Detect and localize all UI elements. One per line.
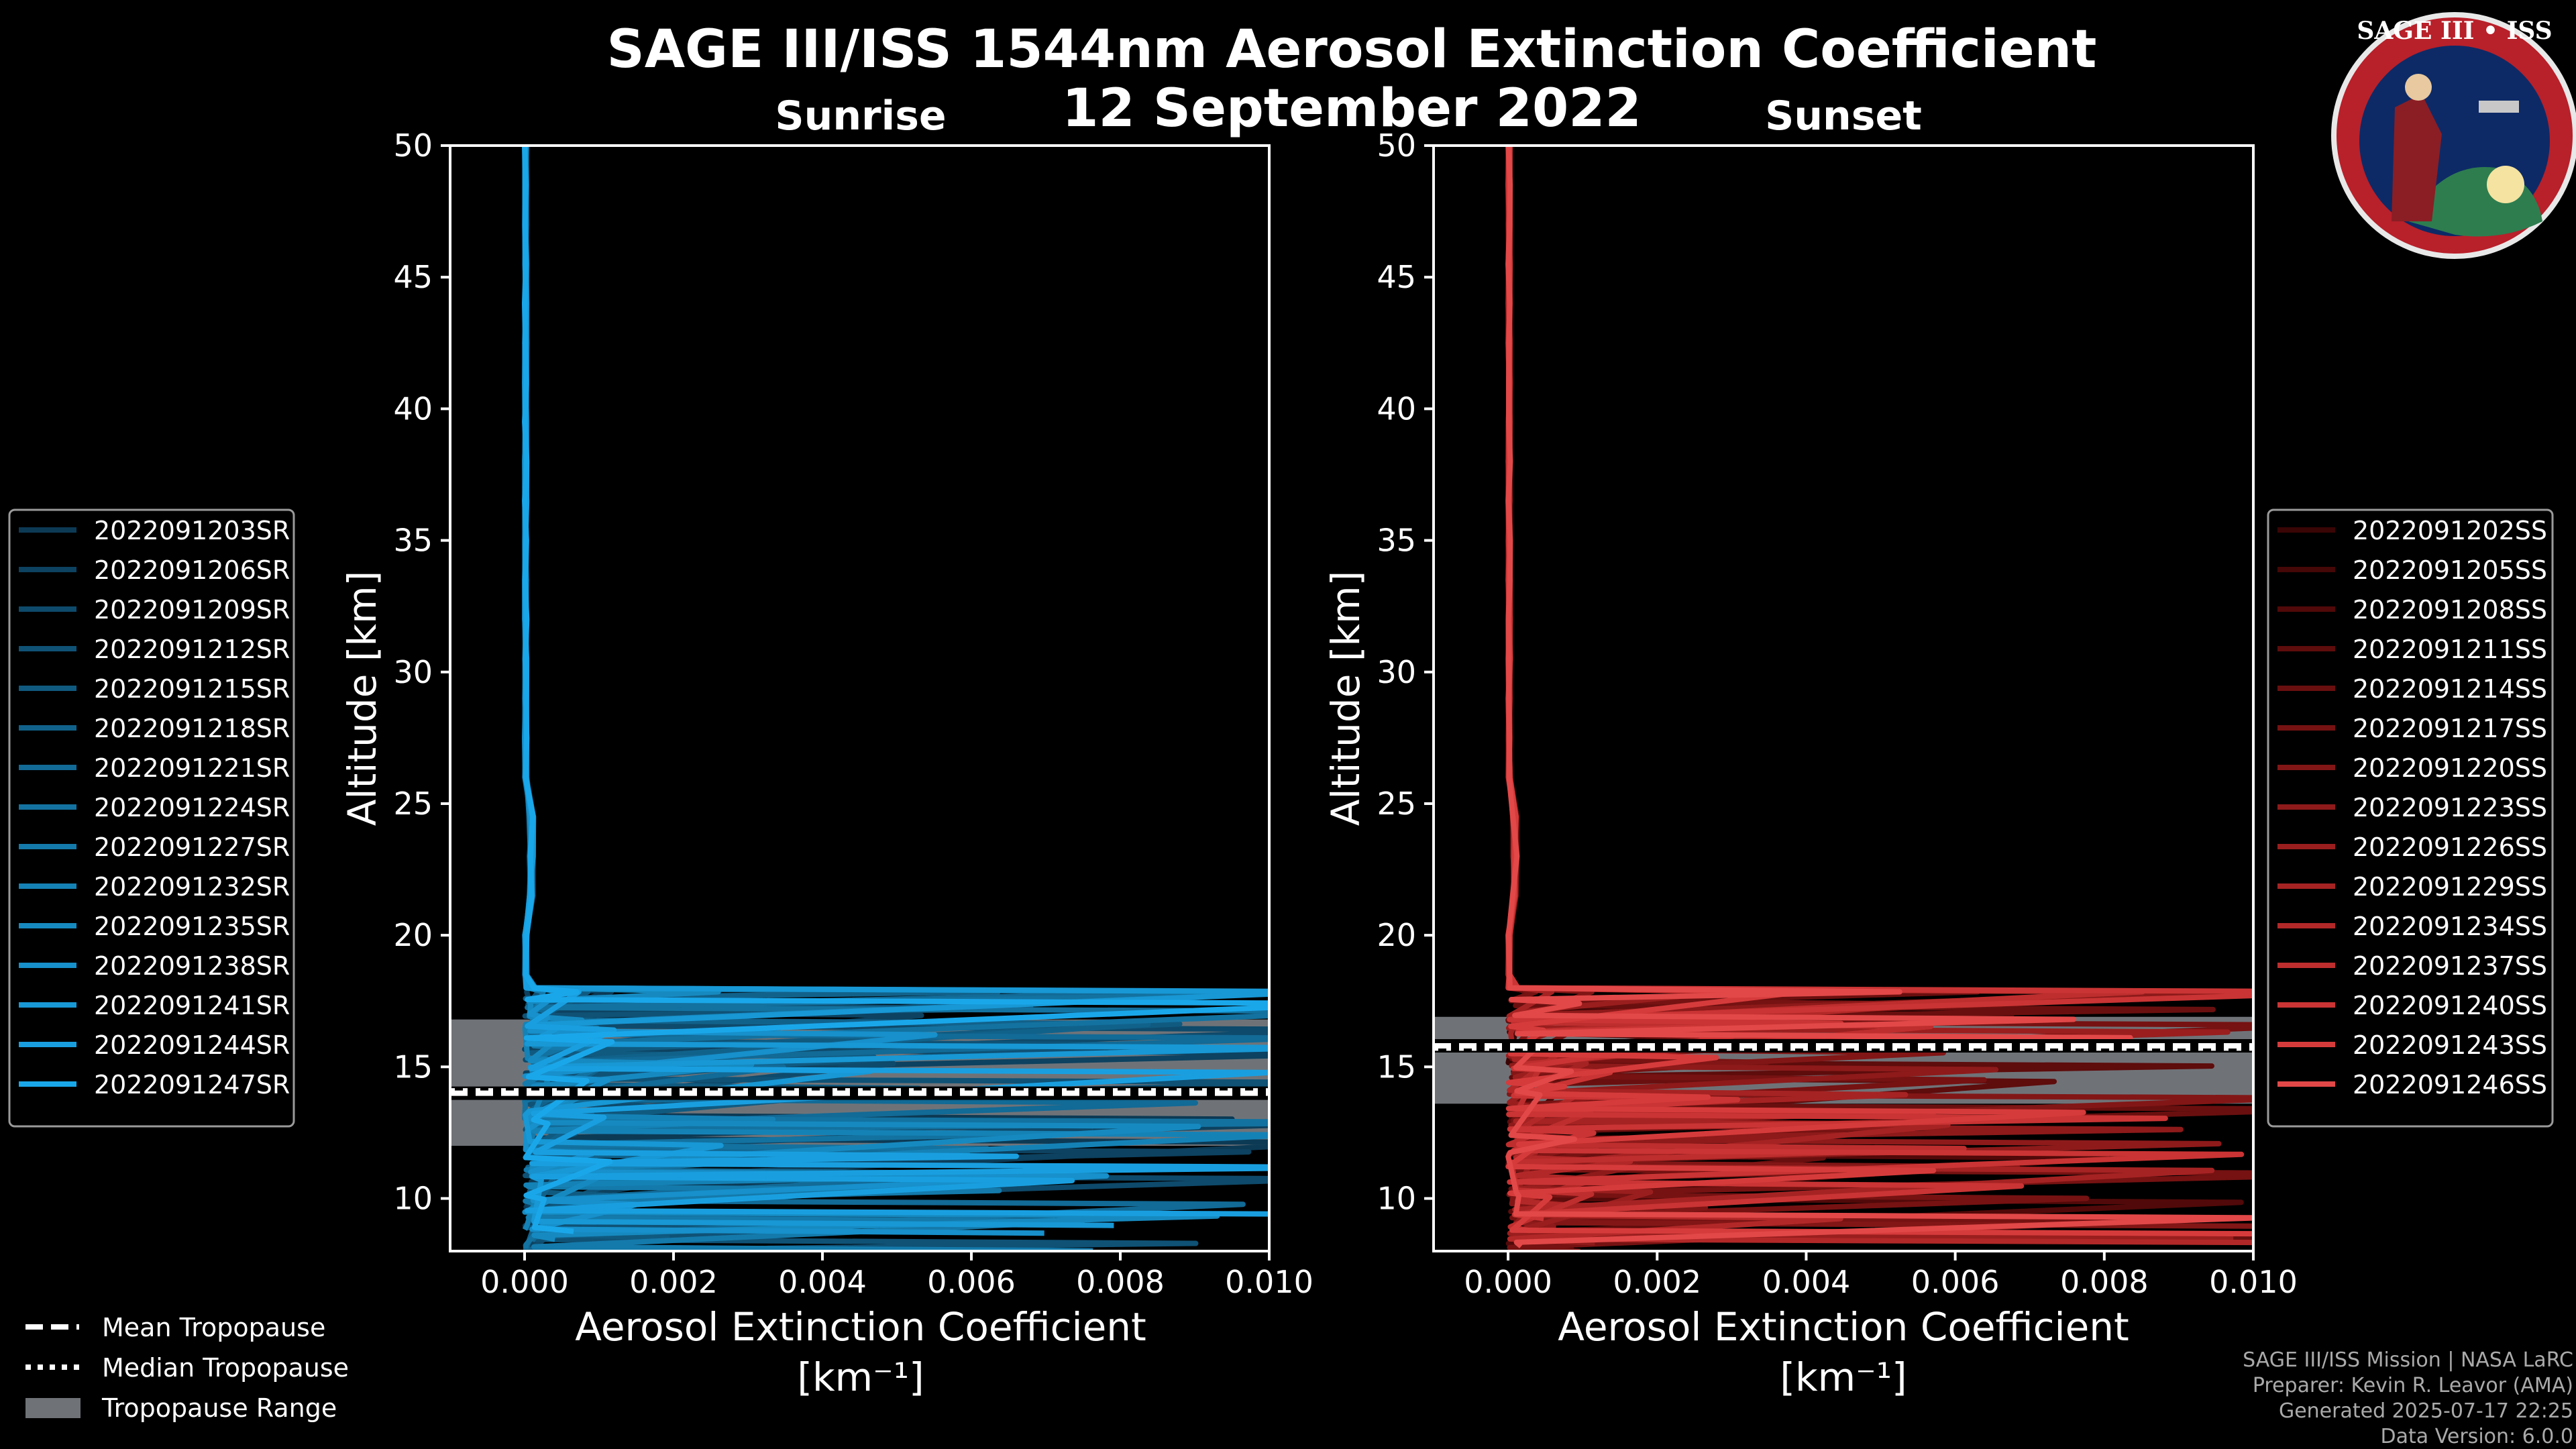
sunset-xtick-label-0: 0.000 (1464, 1264, 1552, 1300)
sunset-ytick-label-35: 35 (1377, 523, 1416, 559)
sunrise-legend-label-2022091215SR: 2022091215SR (94, 674, 290, 704)
sunset-legend-label-2022091217SS: 2022091217SS (2353, 714, 2547, 743)
sunset-axes-frame (1432, 144, 2255, 1252)
sunset-legend-label-2022091223SS: 2022091223SS (2353, 793, 2547, 822)
sunrise-xtick-label-0: 0.000 (480, 1264, 569, 1300)
sunset-ytick-label-30: 30 (1377, 654, 1416, 690)
iss-station-icon (2479, 101, 2519, 113)
sunrise-ytick-label-30: 30 (393, 654, 433, 690)
sunrise-legend-label-2022091235SR: 2022091235SR (94, 912, 290, 941)
sunset-legend-label-2022091208SS: 2022091208SS (2353, 595, 2547, 625)
sunset-ytick-label-40: 40 (1377, 390, 1416, 427)
sunrise-legend-label-2022091212SR: 2022091212SR (94, 635, 290, 664)
credit-line-2: Preparer: Kevin R. Leavor (AMA) (2253, 1374, 2573, 1397)
tropopause-legend: Mean Tropopause Median Tropopause Tropop… (25, 1313, 349, 1423)
sunset-legend-label-2022091240SS: 2022091240SS (2353, 991, 2547, 1020)
sunset-legend-label-2022091226SS: 2022091226SS (2353, 833, 2547, 862)
sunrise-legend: 2022091203SR 2022091206SR 2022091209SR 2022… (8, 508, 295, 1128)
sunrise-ytick-label-35: 35 (393, 523, 433, 559)
sunset-legend-label-2022091246SS: 2022091246SS (2353, 1070, 2547, 1099)
sunrise-ytick-label-15: 15 (393, 1049, 433, 1085)
sunset-ylabel: Altitude [km] (1323, 571, 1368, 826)
sunset-xlabel-line2: [km⁻¹] (1780, 1354, 1907, 1400)
credit-line-4: Data Version: 6.0.0 (2381, 1425, 2573, 1448)
sunrise-legend-frame (8, 508, 295, 1128)
figure-date: 12 September 2022 (1062, 78, 1642, 139)
sunrise-ytick-label-25: 25 (393, 786, 433, 822)
sunset-ytick-label-20: 20 (1377, 917, 1416, 953)
sunset-legend-label-2022091229SS: 2022091229SS (2353, 872, 2547, 902)
sunrise-ytick-label-50: 50 (393, 127, 433, 164)
sunrise-legend-label-2022091224SR: 2022091224SR (94, 793, 290, 822)
sunrise-series-2022091247SR (522, 146, 1269, 1234)
sunrise-title: Sunrise (775, 93, 946, 140)
sunrise-xtick-label-5: 0.010 (1225, 1264, 1313, 1300)
sunrise-legend-label-2022091247SR: 2022091247SR (94, 1070, 290, 1099)
sunset-ytick-label-15: 15 (1377, 1049, 1416, 1085)
sunrise-panel: Sunrise 10 15 20 25 30 35 40 45 50 0.000 0.002 0.00… (339, 93, 1313, 1400)
sunset-ytick-label-10: 10 (1377, 1181, 1416, 1217)
sunrise-ytick-label-10: 10 (393, 1181, 433, 1217)
sunset-legend-label-2022091205SS: 2022091205SS (2353, 555, 2547, 585)
sunrise-ylabel: Altitude [km] (339, 571, 385, 826)
sunset-title: Sunset (1765, 93, 1922, 140)
sunset-legend-label-2022091243SS: 2022091243SS (2353, 1030, 2547, 1060)
sunrise-xtick-label-2: 0.004 (778, 1264, 867, 1300)
sunrise-xlabel-line1: Aerosol Extinction Coefficient (575, 1304, 1146, 1350)
sunrise-legend-label-2022091203SR: 2022091203SR (94, 516, 290, 545)
sunrise-axes-frame (449, 144, 1271, 1252)
sunset-xtick-label-2: 0.004 (1762, 1264, 1851, 1300)
tropopause-range-swatch (25, 1398, 80, 1418)
sunset-legend: 2022091202SS 2022091205SS 2022091208SS 2022… (2267, 508, 2554, 1128)
sunset-legend-label-2022091211SS: 2022091211SS (2353, 635, 2547, 664)
sunrise-xtick-label-1: 0.002 (629, 1264, 718, 1300)
sunrise-legend-label-2022091206SR: 2022091206SR (94, 555, 290, 585)
sunset-series-2022091246SS (1505, 146, 2253, 1248)
sunset-ytick-label-50: 50 (1377, 127, 1416, 164)
sunset-xtick-label-1: 0.002 (1613, 1264, 1701, 1300)
sage-logo: SAGE III • ISS (2331, 12, 2576, 259)
sunrise-legend-label-2022091227SR: 2022091227SR (94, 833, 290, 862)
mean-tropopause-label: Mean Tropopause (102, 1313, 325, 1342)
sunrise-legend-label-2022091238SR: 2022091238SR (94, 951, 290, 981)
sunset-legend-label-2022091220SS: 2022091220SS (2353, 753, 2547, 783)
sunrise-legend-label-2022091232SR: 2022091232SR (94, 872, 290, 902)
figure-title: SAGE III/ISS 1544nm Aerosol Extinction C… (607, 19, 2097, 80)
sunset-legend-label-2022091237SS: 2022091237SS (2353, 951, 2547, 981)
sunrise-ytick-label-20: 20 (393, 917, 433, 953)
sunset-xtick-label-5: 0.010 (2209, 1264, 2298, 1300)
sunset-legend-label-2022091202SS: 2022091202SS (2353, 516, 2547, 545)
sunrise-ytick-label-40: 40 (393, 390, 433, 427)
credit-line-1: SAGE III/ISS Mission | NASA LaRC (2243, 1348, 2573, 1372)
sunset-legend-label-2022091234SS: 2022091234SS (2353, 912, 2547, 941)
sunrise-xtick-label-3: 0.006 (927, 1264, 1016, 1300)
sunset-ytick-label-25: 25 (1377, 786, 1416, 822)
sunrise-xlabel-line2: [km⁻¹] (797, 1354, 924, 1400)
sunset-xtick-label-3: 0.006 (1911, 1264, 2000, 1300)
median-tropopause-label: Median Tropopause (102, 1353, 349, 1383)
sunset-panel: Sunset 10 15 20 25 30 35 40 45 50 0.000 0.002 0.004… (1323, 93, 2298, 1400)
sunrise-ytick-label-45: 45 (393, 259, 433, 295)
credit-line-3: Generated 2025-07-17 22:25 (2279, 1399, 2573, 1423)
astronomer-head-icon (2405, 74, 2432, 101)
sunset-legend-frame (2267, 508, 2554, 1128)
moon-icon (2487, 166, 2524, 203)
sunrise-xtick-label-4: 0.008 (1076, 1264, 1165, 1300)
sunset-xtick-label-4: 0.008 (2060, 1264, 2149, 1300)
sunrise-legend-label-2022091244SR: 2022091244SR (94, 1030, 290, 1060)
sunrise-legend-label-2022091221SR: 2022091221SR (94, 753, 290, 783)
astronomer-figure-icon (2392, 94, 2442, 221)
sunset-xlabel-line1: Aerosol Extinction Coefficient (1558, 1304, 2129, 1350)
sunrise-legend-label-2022091209SR: 2022091209SR (94, 595, 290, 625)
credits: SAGE III/ISS Mission | NASA LaRC Prepare… (2243, 1348, 2573, 1448)
sunrise-legend-label-2022091218SR: 2022091218SR (94, 714, 290, 743)
sunrise-legend-label-2022091241SR: 2022091241SR (94, 991, 290, 1020)
tropopause-range-label: Tropopause Range (101, 1393, 337, 1423)
sunset-ytick-label-45: 45 (1377, 259, 1416, 295)
logo-text: SAGE III • ISS (2357, 17, 2552, 45)
sunset-legend-label-2022091214SS: 2022091214SS (2353, 674, 2547, 704)
